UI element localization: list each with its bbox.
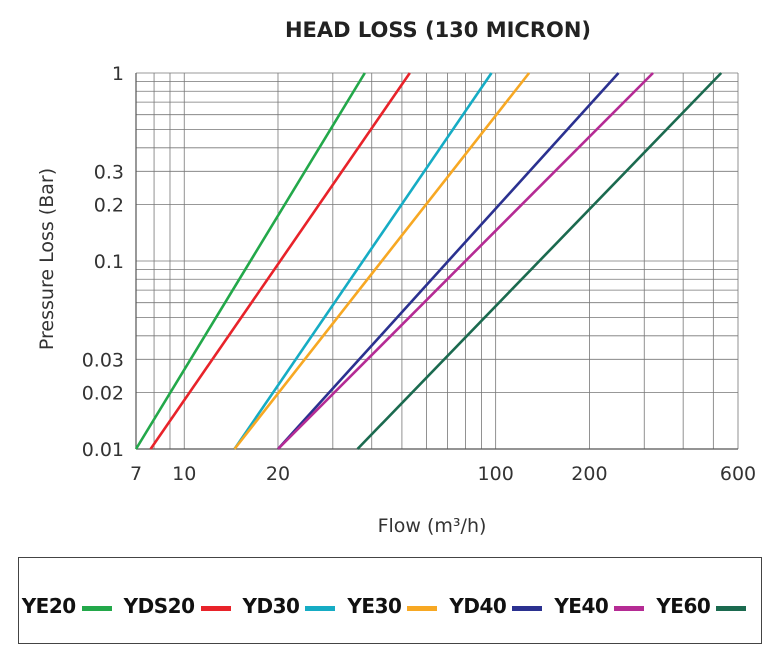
chart-series-lines [134,72,723,450]
series-line-ye60 [356,72,723,450]
y-tick-label: 0.3 [94,161,124,183]
legend-swatch [200,605,231,611]
head-loss-chart: HEAD LOSS (130 MICRON) 7 10 20 100 200 600 0.… [36,18,756,537]
legend-swatch [614,605,645,611]
x-tick-label: 600 [720,463,756,485]
legend-label: YE60 [656,594,711,618]
y-tick-label: 0.02 [82,382,124,404]
y-axis-ticks: 0.01 0.02 0.03 0.1 0.2 0.3 1 [82,63,124,461]
legend-item-ye40: YE40 [554,594,652,618]
series-line-ye30 [233,72,531,450]
legend-swatch [716,605,747,611]
legend-item-ye30: YE30 [347,594,445,618]
series-line-ye40 [277,72,654,450]
x-tick-label: 7 [130,463,142,485]
series-line-ye20 [134,72,366,450]
legend-item-ye60: YE60 [656,594,754,618]
y-tick-label: 0.01 [82,439,124,461]
y-tick-label: 0.1 [94,251,124,273]
y-tick-label: 0.03 [82,349,124,371]
legend-row: YE20 YDS20 YD30 YE30 YD40 YE40 YE60 [19,594,761,618]
legend-item-ye20: YE20 [22,594,120,618]
legend-label: YD40 [449,594,507,618]
chart-grid [135,72,739,450]
chart-legend: YE20 YDS20 YD30 YE30 YD40 YE40 YE60 [18,557,762,644]
legend-swatch [512,605,543,611]
series-line-yd30 [233,72,493,450]
chart-title: HEAD LOSS (130 MICRON) [285,18,591,42]
x-tick-label: 20 [266,463,290,485]
x-axis-ticks: 7 10 20 100 200 600 [130,463,756,485]
y-axis-label: Pressure Loss (Bar) [36,168,58,350]
legend-item-yd30: YD30 [243,594,344,618]
legend-label: YE40 [554,594,609,618]
legend-label: YE30 [347,594,402,618]
legend-item-yd40: YD40 [449,594,550,618]
series-line-yd40 [277,72,620,450]
legend-label: YE20 [21,594,76,618]
legend-swatch [407,605,438,611]
y-tick-label: 1 [112,63,124,85]
legend-swatch [81,605,112,611]
x-axis-label: Flow (m³/h) [378,515,487,537]
legend-swatch [305,605,336,611]
legend-item-yds20: YDS20 [124,594,239,618]
x-tick-label: 100 [478,463,514,485]
legend-label: YDS20 [123,594,195,618]
legend-label: YD30 [242,594,300,618]
x-tick-label: 200 [571,463,607,485]
y-tick-label: 0.2 [94,194,124,216]
x-tick-label: 10 [172,463,196,485]
series-line-yds20 [149,72,411,450]
